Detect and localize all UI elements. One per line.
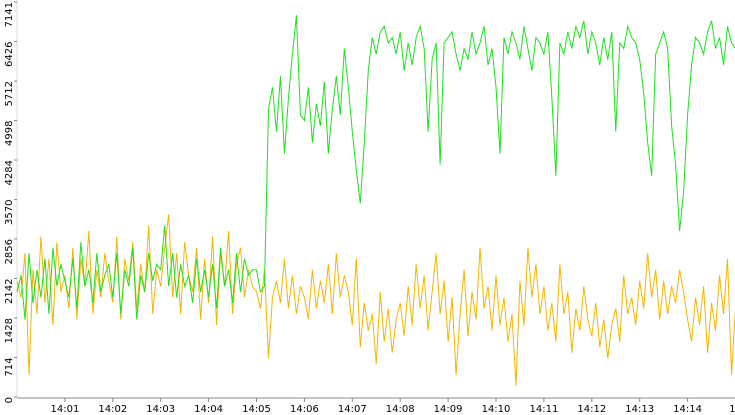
y-tick-label: 4998 (4, 121, 15, 146)
x-tick-label: 14:12 (577, 404, 606, 415)
x-tick-label: 14:13 (625, 404, 654, 415)
x-tick-label: 14:07 (338, 404, 367, 415)
y-tick-label: 6426 (4, 42, 15, 67)
y-tick-label: 5712 (4, 81, 15, 106)
y-tick-label: 2856 (4, 239, 15, 264)
series-line (16, 15, 735, 320)
y-tick-label: 714 (4, 358, 15, 377)
x-tick-label: 14 (729, 404, 735, 415)
x-tick-label: 14:05 (242, 404, 271, 415)
x-tick-label: 14:08 (386, 404, 415, 415)
series-line (16, 214, 735, 386)
y-tick-label: 7141 (4, 2, 15, 27)
x-tick-label: 14:14 (673, 404, 702, 415)
x-tick-label: 14:01 (50, 404, 79, 415)
x-tick-label: 14:02 (98, 404, 127, 415)
x-tick-label: 14:09 (434, 404, 463, 415)
x-tick-label: 14:03 (146, 404, 175, 415)
y-tick-label: 3570 (4, 200, 15, 225)
x-tick-label: 14:10 (482, 404, 511, 415)
y-tick-label: 1428 (4, 318, 15, 343)
x-tick-label: 14:04 (194, 404, 223, 415)
y-tick-label: 4284 (4, 160, 15, 185)
x-tick-label: 14:11 (529, 404, 558, 415)
y-tick-label: 0 (4, 397, 15, 403)
y-tick-label: 2142 (4, 279, 15, 304)
x-tick-label: 14:06 (290, 404, 319, 415)
